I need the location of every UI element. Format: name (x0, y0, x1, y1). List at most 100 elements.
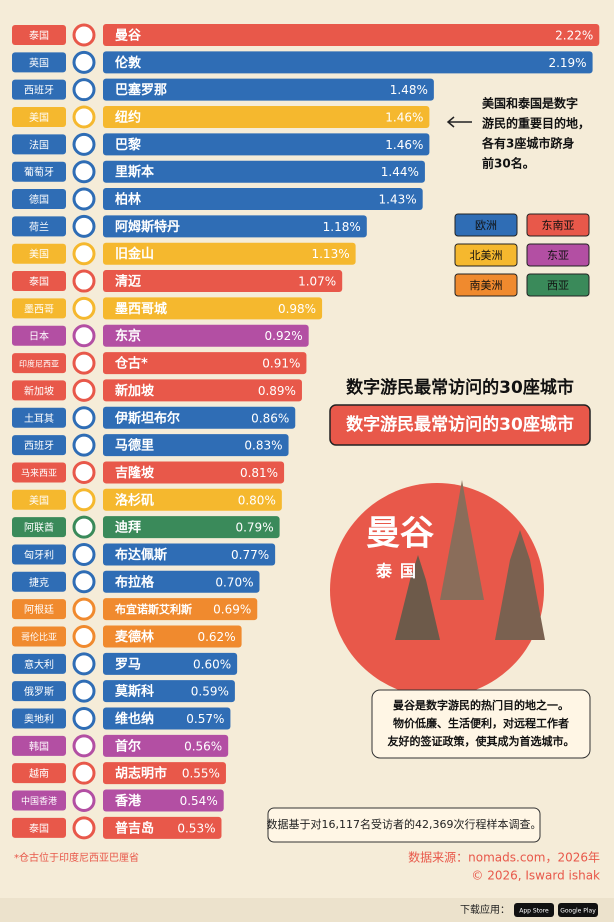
flag (72, 761, 96, 785)
legend-label: 欧洲 (475, 219, 497, 232)
country-box (12, 134, 66, 155)
store-badge-label: App Store (519, 908, 549, 915)
flag (72, 734, 96, 758)
flag (72, 78, 96, 102)
flag (72, 679, 96, 703)
category-label: 新加坡 (115, 383, 155, 399)
value-label: 1.43% (379, 193, 417, 207)
category-label: 阿姆斯特丹 (115, 219, 180, 235)
country-label: 俄罗斯 (24, 685, 54, 698)
bar (103, 707, 231, 730)
category-label: 马德里 (115, 438, 154, 454)
flag (72, 214, 96, 238)
category-label: 普吉岛 (115, 820, 154, 836)
category-label: 布达佩斯 (115, 547, 167, 563)
country-label: 泰国 (29, 275, 49, 288)
bar (103, 543, 276, 566)
value-label: 0.53% (177, 821, 215, 835)
flag (72, 406, 96, 430)
country-box (12, 544, 66, 565)
country-label: 美国 (29, 111, 49, 124)
country-box (12, 298, 66, 319)
flag (72, 23, 96, 47)
country-box (12, 243, 66, 264)
category-label: 麦德林 (115, 629, 154, 645)
bar (103, 488, 282, 511)
value-label: 1.07% (298, 275, 336, 289)
country-box (12, 189, 66, 210)
country-box (12, 325, 66, 346)
category-label: 巴黎 (115, 137, 141, 153)
title-banner-text: 数字游民最常访问的30座城市 (346, 414, 574, 435)
value-label: 2.19% (548, 56, 586, 70)
temple (395, 555, 440, 640)
bar (103, 352, 307, 375)
value-label: 0.83% (244, 439, 282, 453)
country-box (12, 626, 66, 647)
bar (103, 379, 302, 402)
store-badge (558, 903, 598, 917)
legend-box (454, 273, 518, 297)
value-label: 0.79% (235, 521, 273, 535)
value-label: 0.54% (180, 794, 218, 808)
country-label: 阿根廷 (24, 603, 54, 616)
category-label: 仓古* (114, 356, 148, 372)
legend-box (454, 213, 518, 237)
category-label: 纽约 (115, 110, 141, 126)
country-label: 荷兰 (29, 220, 49, 233)
country-label: 阿联酋 (24, 521, 54, 534)
category-label: 东京 (115, 328, 141, 344)
flag (72, 652, 96, 676)
country-box (12, 52, 66, 73)
flag (72, 542, 96, 566)
legend-box (526, 273, 590, 297)
value-label: 0.98% (278, 302, 316, 316)
category-label: 迪拜 (115, 520, 141, 536)
country-box (12, 462, 66, 483)
temple (495, 530, 545, 640)
feature-text: 物价低廉、生活便利，对远程工作者 (393, 716, 569, 730)
flag (72, 816, 96, 840)
country-label: 美国 (29, 248, 49, 261)
country-box (12, 271, 66, 292)
country-label: 中国香港 (21, 795, 57, 807)
category-label: 洛杉矶 (115, 492, 154, 508)
country-label: 法国 (29, 138, 49, 151)
value-label: 1.18% (323, 220, 361, 234)
value-label: 0.89% (258, 384, 296, 398)
chart-title: 数字游民最常访问的30座城市 (346, 377, 574, 398)
country-label: 哥伦比亚 (21, 631, 57, 643)
value-label: 1.46% (385, 138, 423, 152)
country-box (12, 407, 66, 428)
footer-bar (0, 898, 614, 922)
flag (72, 624, 96, 648)
country-label: 葡萄牙 (24, 166, 54, 179)
legend-label: 东亚 (547, 249, 569, 262)
country-label: 日本 (29, 330, 49, 343)
country-box (12, 763, 66, 784)
category-label: 首尔 (115, 738, 141, 754)
flag (72, 515, 96, 539)
value-label: 0.69% (213, 603, 251, 617)
country-box (12, 435, 66, 456)
country-box (12, 735, 66, 756)
annotation-arrow (446, 116, 472, 128)
value-label: 0.92% (265, 329, 303, 343)
bar (103, 652, 238, 675)
bar (103, 133, 430, 156)
country-label: 意大利 (24, 658, 54, 671)
country-label: 德国 (29, 193, 49, 206)
value-label: 0.56% (184, 739, 222, 753)
temple (440, 480, 484, 600)
value-label: 1.48% (390, 83, 428, 97)
flag (72, 488, 96, 512)
category-label: 伊斯坦布尔 (114, 410, 180, 426)
category-label: 莫斯科 (114, 684, 154, 700)
country-box (12, 79, 66, 100)
flag (72, 160, 96, 184)
country-box (12, 599, 66, 620)
bar (103, 734, 229, 757)
category-label: 曼谷 (115, 28, 142, 44)
country-box (12, 571, 66, 592)
